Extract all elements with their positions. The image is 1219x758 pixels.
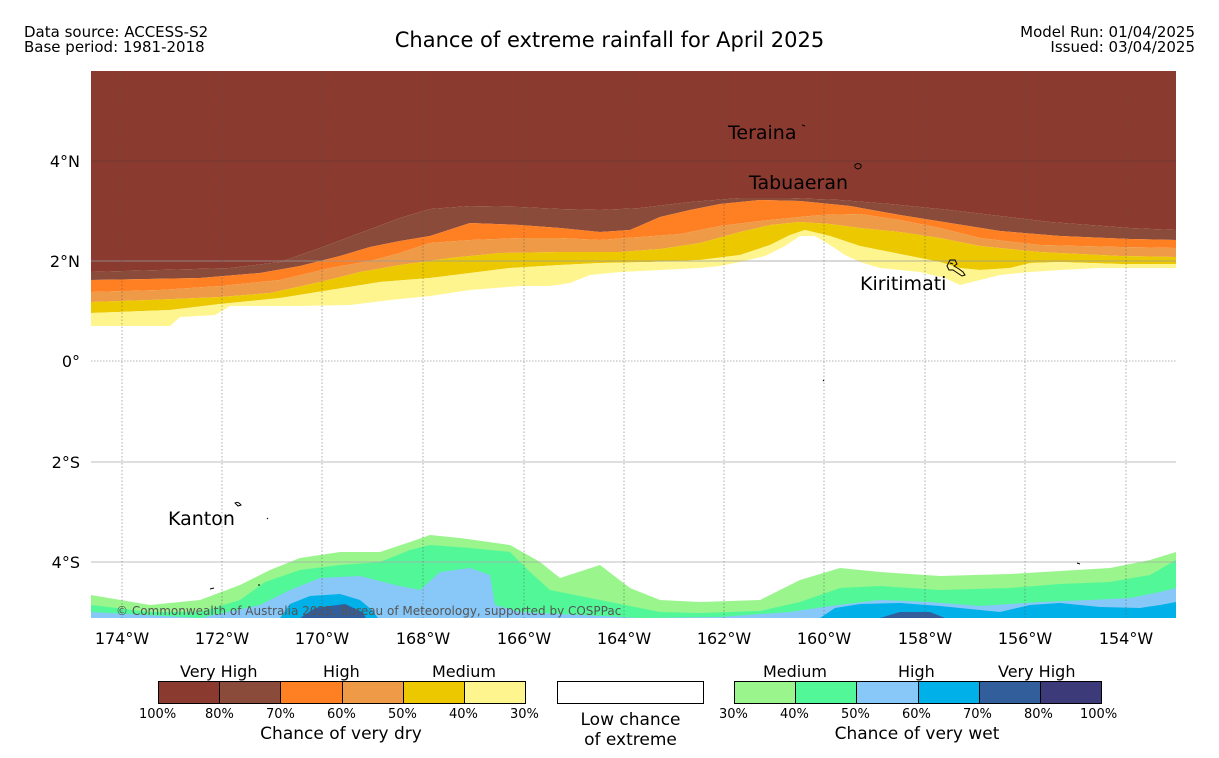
wet-color-bar (734, 681, 1102, 704)
dry-group-high: High (323, 662, 360, 681)
lon-label: 174°W (95, 629, 150, 648)
neutral-legend-line2: of extreme (584, 730, 677, 750)
base-period-text: Base period: 1981-2018 (24, 38, 205, 56)
island-outlines (209, 124, 1081, 590)
map-plot-area: Teraina Tabuaeran Kiritimati Kanton © Co… (91, 71, 1176, 618)
dry-swatch (219, 682, 281, 703)
lat-label: 2°N (50, 252, 80, 271)
lon-label: 162°W (697, 629, 752, 648)
neutral-legend-line1: Low chance (580, 710, 681, 730)
wet-group-high: High (898, 662, 935, 681)
map-title: Chance of extreme rainfall for April 202… (394, 28, 825, 52)
place-label-kanton: Kanton (168, 508, 235, 530)
wet-tick: 60% (902, 707, 931, 722)
dry-group-medium: Medium (432, 662, 496, 681)
lon-label: 156°W (998, 629, 1053, 648)
lat-label: 0° (62, 352, 80, 371)
wet-tick: 40% (780, 707, 809, 722)
lon-label: 170°W (295, 629, 350, 648)
dry-tick: 30% (510, 707, 539, 722)
wet-high-60-region (280, 594, 1176, 618)
wet-swatch (978, 682, 1040, 703)
dry-color-bar (158, 681, 526, 704)
kanton-island-outline (234, 501, 242, 507)
header-left: Data source: ACCESS-S2 Base period: 1981… (24, 25, 208, 55)
dry-high-60-region (91, 200, 1176, 292)
dry-tick: 80% (205, 707, 234, 722)
tabuaeran-island-outline (854, 163, 862, 170)
wet-group-medium: Medium (763, 662, 827, 681)
lon-label: 154°W (1099, 629, 1154, 648)
dry-high-70-region (91, 198, 1176, 280)
wet-tick: 80% (1024, 707, 1053, 722)
dry-swatch (159, 682, 220, 703)
wet-high-70-region (300, 604, 945, 618)
dry-swatch (402, 682, 464, 703)
neutral-color-box (557, 681, 704, 704)
place-label-teraina: Teraina (727, 122, 797, 144)
dry-tick: 100% (139, 707, 177, 722)
wet-swatch (1039, 682, 1102, 703)
issued-text: Issued: 03/04/2025 (1050, 38, 1195, 56)
lat-label: 4°N (50, 152, 80, 171)
dry-very-high-region (91, 71, 1176, 272)
lon-label: 166°W (497, 629, 552, 648)
dry-medium-40-region (91, 222, 1176, 313)
dry-group-very-high: Very High (180, 662, 258, 681)
latitude-labels: 4°N 2°N 0° 2°S 4°S (50, 152, 80, 572)
lat-label: 2°S (52, 453, 80, 472)
wet-group-very-high: Very High (998, 662, 1076, 681)
lon-label: 164°W (597, 629, 652, 648)
dry-legend-caption: Chance of very dry (260, 724, 422, 744)
lon-label: 168°W (396, 629, 451, 648)
wet-tick: 50% (841, 707, 870, 722)
wet-tick: 30% (719, 707, 748, 722)
data-source-text: Data source: ACCESS-S2 (24, 23, 209, 41)
dry-medium-50-region (91, 214, 1176, 302)
kiritimati-island-outline (946, 259, 966, 277)
place-label-kiritimati: Kiritimati (860, 273, 946, 295)
place-label-tabuaeran: Tabuaeran (748, 172, 848, 194)
lat-label: 4°S (52, 553, 80, 572)
dry-tick: 50% (388, 707, 417, 722)
dry-tick: 60% (327, 707, 356, 722)
dry-swatch (280, 682, 342, 703)
map-gridlines (91, 71, 1176, 618)
lon-label: 160°W (797, 629, 852, 648)
forecast-map: Teraina Tabuaeran Kiritimati Kanton © Co… (50, 71, 1176, 648)
dry-tick: 40% (449, 707, 478, 722)
wet-swatch (917, 682, 979, 703)
longitude-labels: 174°W 172°W 170°W 168°W 166°W 164°W 162°… (95, 629, 1154, 648)
wet-tick: 70% (963, 707, 992, 722)
lon-label: 172°W (195, 629, 250, 648)
small-islet-outline (209, 379, 1081, 590)
wet-tick: 100% (1080, 707, 1118, 722)
dry-swatch (463, 682, 526, 703)
dry-swatch (341, 682, 403, 703)
model-run-text: Model Run: 01/04/2025 (1020, 23, 1195, 41)
copyright-text: © Commonwealth of Australia 2025, Bureau… (116, 604, 621, 618)
dry-medium-30-region (91, 230, 1176, 326)
wet-swatch (735, 682, 796, 703)
wet-legend-caption: Chance of very wet (834, 724, 1000, 744)
header-right: Model Run: 01/04/2025 Issued: 03/04/2025 (1020, 25, 1195, 55)
lon-label: 158°W (898, 629, 953, 648)
teraina-island-outline (801, 124, 806, 127)
wet-swatch (795, 682, 857, 703)
wet-swatch (856, 682, 918, 703)
dry-tick: 70% (266, 707, 295, 722)
